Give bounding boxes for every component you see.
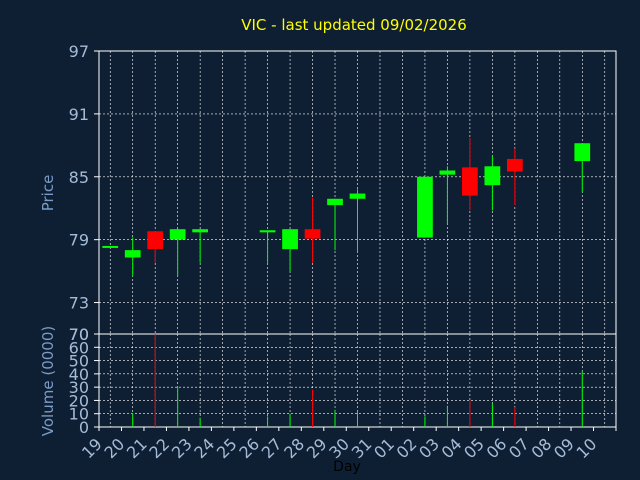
candlestick [327,198,343,251]
volume-ytick-label: 50 [69,352,89,371]
volume-ytick-label: 30 [69,378,89,397]
candlestick [192,229,209,263]
price-ytick-label: 97 [69,42,89,61]
price-ytick-label: 91 [69,105,89,124]
candlestick [259,230,276,263]
volume-ytick-label: 0 [79,418,89,437]
candlestick [282,229,298,272]
volume-ytick-label: 60 [69,338,89,357]
candle-body-up [169,229,186,240]
candle-body-up [327,198,343,206]
candlestick [574,143,591,193]
x-axis-label: Day [333,459,361,475]
candlestick [147,231,164,263]
price-panel: 70 73 79 85 91 97 [69,42,617,344]
candle-body-down [147,231,164,250]
volume-ytick-label: 20 [69,391,89,410]
price-ytick-label: 85 [69,168,89,187]
candlestick [169,229,186,277]
candlestick [462,137,478,211]
chart-title: VIC - last updated 09/02/2026 [241,16,467,34]
candlestick [102,245,119,248]
candle-body-up [192,229,209,233]
volume-ytick-label: 40 [69,365,89,384]
candle-body-up [282,229,298,250]
candle-body-up [439,170,456,175]
candle-body-down [462,167,478,196]
candlestick [349,189,366,253]
price-ytick-label: 70 [69,325,89,344]
price-axis-label: Price [39,175,57,212]
price-ytick-label: 73 [69,294,89,313]
candle-body-up [259,230,276,233]
volume-ytick-label: 70 [69,325,89,344]
candle-body-up [484,166,501,186]
candle-body-up [349,193,366,199]
candlestick [439,166,456,224]
candle-body-down [304,229,321,239]
volume-ytick-label: 10 [69,405,89,424]
candlestick [417,176,433,238]
volume-axis-label: Volume (0000) [39,326,57,436]
price-ytick-label: 79 [69,231,89,250]
candle-body-up [574,143,591,162]
candlestick [124,237,141,277]
candle-body-down [506,158,523,172]
candlestick [506,148,523,206]
candle-body-up [102,245,119,248]
candle-body-up [124,250,141,258]
candlestick [484,155,501,211]
candlestick [304,197,321,263]
candle-body-up [417,176,433,238]
